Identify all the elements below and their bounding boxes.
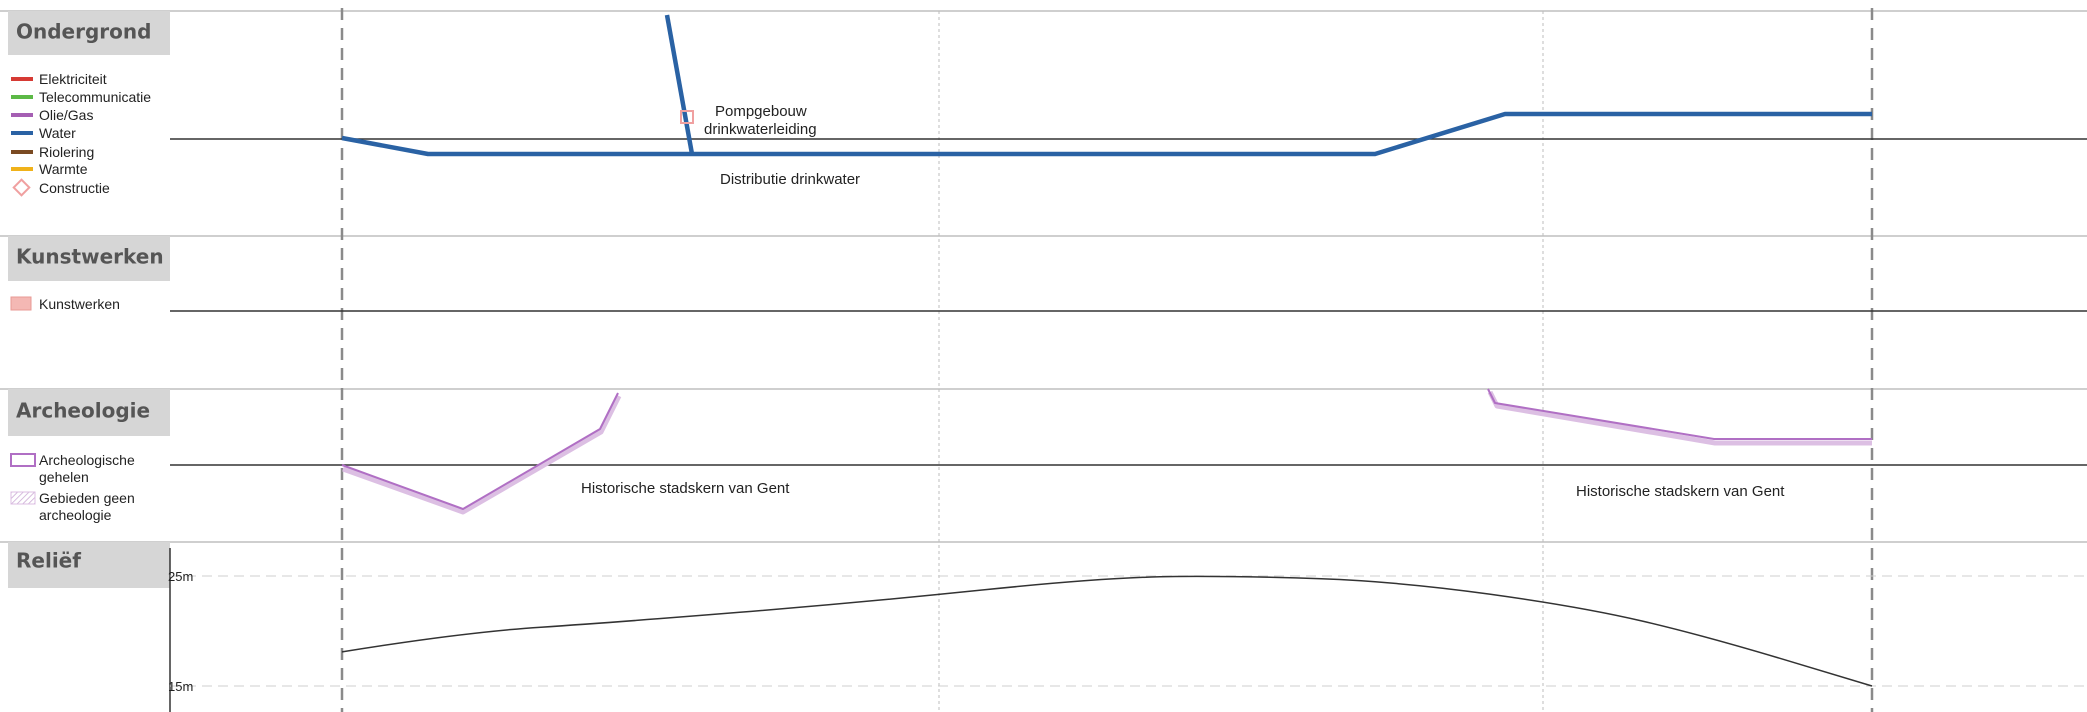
archeologie-boundary-left [342, 393, 618, 509]
kunstwerken-title: Kunstwerken [16, 245, 164, 269]
legend-label-constructie: Constructie [39, 180, 110, 196]
annotation-drinkwaterleiding: drinkwaterleiding [704, 121, 817, 138]
water-distribution-pipe [342, 114, 1872, 154]
legend-label-telecommunicatie: Telecommunicatie [39, 89, 151, 105]
relief-series [342, 576, 1872, 686]
annotation-distributie-drinkwater: Distributie drinkwater [720, 171, 860, 188]
legend-label-riolering: Riolering [39, 144, 94, 160]
annotation-historische-stadskern-left: Historische stadskern van Gent [581, 480, 790, 497]
constructie-diamond-icon [14, 180, 30, 196]
legend-label-warmte: Warmte [39, 161, 88, 177]
legend-gebieden-geen: Gebieden geen [39, 490, 135, 506]
legend-label-water: Water [39, 125, 76, 141]
annotation-pompgebouw: Pompgebouw [715, 103, 807, 120]
legend-archeologie: archeologie [39, 507, 112, 523]
legend-label-olie-gas: Olie/Gas [39, 107, 93, 123]
kunstwerken-legend-label: Kunstwerken [39, 296, 120, 312]
legend-gehelen: gehelen [39, 469, 89, 485]
relief-tick-25m: 25m [168, 569, 193, 584]
kunstwerken-legend-swatch [11, 297, 31, 310]
water-pump-riser-pipe [667, 15, 692, 154]
annotation-historische-stadskern-right: Historische stadskern van Gent [1576, 483, 1785, 500]
baselines [170, 139, 2087, 465]
relief-profile-line [342, 576, 1872, 686]
dotted-guides [939, 11, 1543, 712]
archeologie-boundary-right-shadow [1490, 392, 1872, 443]
archeologie-title: Archeologie [16, 399, 150, 423]
archeologische-gehelen-swatch [11, 454, 35, 466]
archeologie-boundary-left-shadow [343, 396, 619, 512]
section-dividers [0, 11, 2087, 542]
relief-tick-15m: 15m [168, 679, 193, 694]
gebieden-geen-archeologie-swatch [11, 492, 35, 504]
ondergrond-legend: Elektriciteit Telecommunicatie Olie/Gas … [11, 71, 151, 196]
legend-archeologische: Archeologische [39, 452, 135, 468]
relief-title: Reliëf [16, 549, 81, 573]
ondergrond-title: Ondergrond [16, 20, 151, 44]
legend-label-elektriciteit: Elektriciteit [39, 71, 107, 87]
